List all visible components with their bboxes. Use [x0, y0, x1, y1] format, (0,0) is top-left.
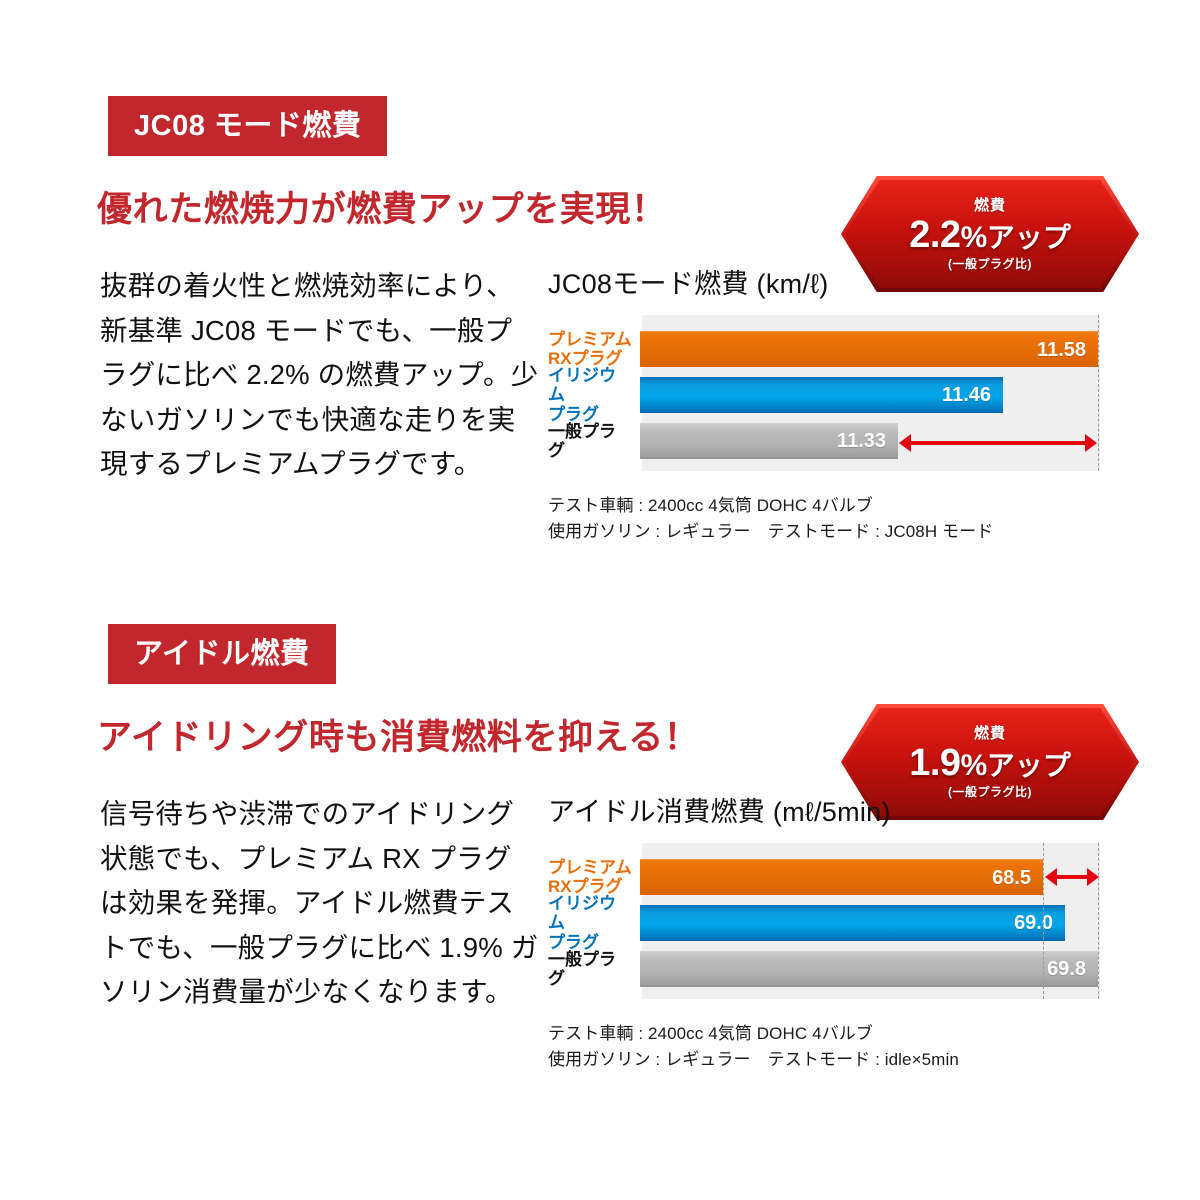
- banner-label: JC08 モード燃費: [134, 109, 362, 142]
- badge-up: アップ: [986, 750, 1071, 781]
- bar-iridium: 69.0: [640, 905, 1065, 941]
- bar-premium: 11.58: [640, 331, 1098, 367]
- badge-top-label: 燃費: [973, 725, 1006, 742]
- category-label-iridium: イリジウム プラグ: [548, 366, 616, 424]
- axis-right-dashed-line: [1098, 315, 1099, 471]
- bar-value-premium: 11.58: [1037, 338, 1086, 361]
- banner-label: アイドル燃費: [134, 637, 310, 670]
- bar-value-normal: 69.8: [1047, 958, 1086, 980]
- badge-hexagon: 燃費 2.2%アップ (一般プラグ比): [845, 180, 1135, 288]
- badge-note: (一般プラグ比): [948, 257, 1032, 271]
- body-line: ラグに比べ 2.2% の燃費アップ。少: [100, 359, 539, 391]
- chart-jc08: JC08モード燃費 (km/ℓ) プレミアム RXプラグ 11.58 イリジウム…: [548, 262, 1108, 471]
- bar-value-normal: 11.33: [837, 430, 886, 452]
- body-line: 抜群の着火性と燃焼効率により、: [100, 270, 514, 301]
- body-line: ないガソリンでも快適な走りを実: [100, 403, 516, 435]
- chart-plot: プレミアム RXプラグ 11.58 イリジウム プラグ 11.46 一般プラグ: [548, 315, 1108, 471]
- body-line: トでも、一般プラグに比べ 1.9% ガ: [100, 931, 539, 963]
- section-banner: アイドル燃費: [108, 624, 336, 684]
- bar-value-premium: 68.5: [992, 866, 1031, 889]
- body-line: 信号待ちや渋滞でのアイドリング: [100, 798, 515, 829]
- bar-iridium: 11.46: [640, 377, 1003, 413]
- chart-row-normal: 一般プラグ 69.8: [548, 949, 1108, 988]
- badge-main-label: 1.9%アップ: [909, 744, 1071, 782]
- badge-top-label: 燃費: [973, 197, 1006, 214]
- category-label-normal: 一般プラグ: [548, 421, 616, 460]
- footnote-line: テスト車輌 : 2400cc 4気筒 DOHC 4バルブ: [548, 1024, 873, 1043]
- improvement-badge: 燃費 1.9%アップ (一般プラグ比): [841, 704, 1139, 820]
- badge-percent: %: [960, 749, 988, 782]
- body-line: 状態でも、プレミアム RX プラグ: [100, 842, 512, 874]
- badge-note: (一般プラグ比): [948, 785, 1032, 799]
- improvement-badge: 燃費 2.2%アップ (一般プラグ比): [841, 176, 1139, 292]
- bar-value-iridium: 11.46: [942, 384, 991, 406]
- body-line: 新基準 JC08 モードでも、一般プ: [100, 314, 513, 346]
- bar-premium: 68.5: [640, 859, 1043, 895]
- chart-title: アイドル消費燃費 (mℓ/5min): [548, 797, 891, 827]
- chart-idle: アイドル消費燃費 (mℓ/5min) プレミアム RXプラグ 68.5 イリジウ…: [548, 790, 1108, 999]
- badge-up: アップ: [986, 222, 1071, 253]
- chart-plot: プレミアム RXプラグ 68.5 イリジウム プラグ 69.0 一般プラグ: [548, 843, 1108, 999]
- difference-arrow: [899, 434, 1097, 452]
- badge-content: 燃費 2.2%アップ (一般プラグ比): [909, 198, 1071, 270]
- chart-row-iridium: イリジウム プラグ 69.0: [548, 894, 1108, 952]
- chart-row-premium: プレミアム RXプラグ 68.5: [548, 857, 1108, 896]
- chart-row-premium: プレミアム RXプラグ 11.58: [548, 329, 1108, 368]
- category-label-premium: プレミアム RXプラグ: [548, 329, 632, 368]
- chart-footnote: テスト車輌 : 2400cc 4気筒 DOHC 4バルブ 使用ガソリン : レギ…: [548, 1021, 959, 1074]
- section-headline: アイドリング時も消費燃料を抑える！: [97, 718, 700, 757]
- section-banner: JC08 モード燃費: [108, 96, 388, 156]
- footnote-line: テスト車輌 : 2400cc 4気筒 DOHC 4バルブ: [548, 496, 873, 515]
- section-headline: 優れた燃焼力が燃費アップを実現！: [97, 190, 667, 229]
- axis-right-dashed-line: [1098, 843, 1099, 999]
- difference-arrow: [1045, 868, 1099, 886]
- badge-hexagon: 燃費 1.9%アップ (一般プラグ比): [845, 708, 1135, 816]
- footnote-line: 使用ガソリン : レギュラー テストモード : idle×5min: [548, 1050, 959, 1070]
- category-label-premium: プレミアム RXプラグ: [548, 857, 632, 896]
- badge-value: 2.2: [909, 214, 961, 256]
- footnote-line: 使用ガソリン : レギュラー テストモード : JC08H モード: [548, 522, 994, 542]
- category-label-normal: 一般プラグ: [548, 949, 616, 988]
- badge-main-label: 2.2%アップ: [909, 216, 1071, 254]
- chart-row-normal: 一般プラグ 11.33: [548, 421, 1108, 460]
- bar-normal: 11.33: [640, 423, 898, 459]
- bar-value-iridium: 69.0: [1014, 912, 1053, 934]
- chart-title: JC08モード燃費 (km/ℓ): [548, 269, 829, 299]
- body-line: 現するプレミアムプラグです。: [100, 448, 482, 480]
- baseline-dashed-line: [1043, 843, 1044, 999]
- body-line: は効果を発揮。アイドル燃費テス: [100, 887, 515, 919]
- badge-value: 1.9: [909, 742, 961, 784]
- chart-row-iridium: イリジウム プラグ 11.46: [548, 366, 1108, 424]
- chart-footnote: テスト車輌 : 2400cc 4気筒 DOHC 4バルブ 使用ガソリン : レギ…: [548, 493, 993, 546]
- body-line: ソリン消費量が少なくなります。: [100, 976, 513, 1008]
- bar-normal: 69.8: [640, 951, 1098, 987]
- badge-percent: %: [960, 221, 988, 254]
- chart-rows: プレミアム RXプラグ 11.58 イリジウム プラグ 11.46 一般プラグ: [548, 315, 1108, 471]
- badge-content: 燃費 1.9%アップ (一般プラグ比): [909, 726, 1071, 798]
- chart-rows: プレミアム RXプラグ 68.5 イリジウム プラグ 69.0 一般プラグ: [548, 843, 1108, 999]
- section-body: 抜群の着火性と燃焼効率により、 新基準 JC08 モードでも、一般プ ラグに比べ…: [100, 264, 539, 487]
- category-label-iridium: イリジウム プラグ: [548, 894, 616, 952]
- section-body: 信号待ちや渋滞でのアイドリング 状態でも、プレミアム RX プラグ は効果を発揮…: [100, 792, 539, 1015]
